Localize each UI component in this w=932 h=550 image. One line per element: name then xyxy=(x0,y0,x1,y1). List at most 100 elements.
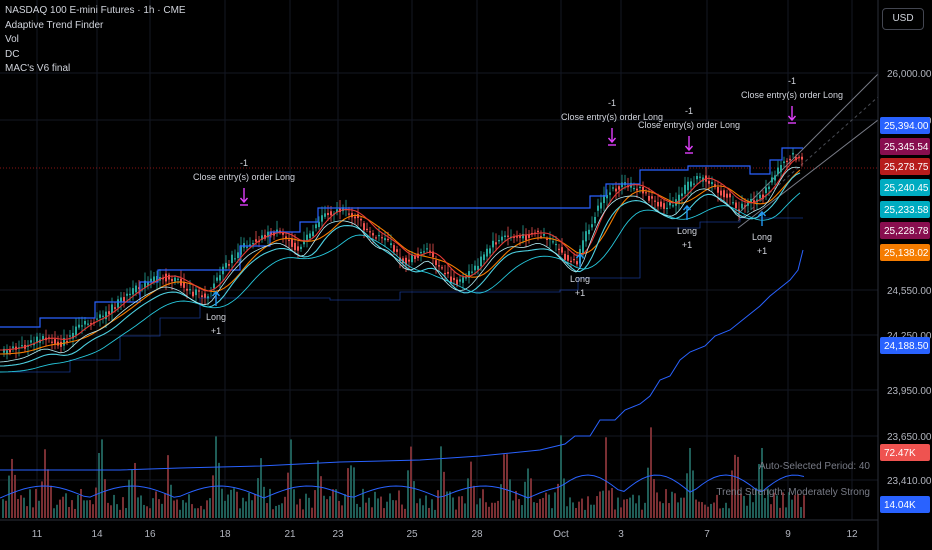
volume-bar xyxy=(338,500,340,518)
volume-bar xyxy=(692,470,694,518)
candle-body xyxy=(363,223,365,231)
volume-bar xyxy=(437,490,439,518)
close-arrow-head xyxy=(684,145,694,152)
candle xyxy=(525,228,527,248)
candle-body xyxy=(444,272,446,275)
indicator-vol[interactable]: Vol xyxy=(5,34,19,45)
candle xyxy=(396,245,398,256)
candle xyxy=(108,304,110,322)
volume-bar xyxy=(557,483,559,518)
volume-bar xyxy=(590,504,592,518)
volume-bar xyxy=(755,487,757,518)
close-entry-label: Close entry(s) order Long xyxy=(193,172,295,182)
volume-bar xyxy=(548,494,550,518)
indicator-macs-v6[interactable]: MAC's V6 final xyxy=(5,63,71,74)
candle-body xyxy=(498,240,500,242)
candle xyxy=(75,317,77,339)
candle-body xyxy=(729,193,731,198)
candle-body xyxy=(441,267,443,269)
volume-bar xyxy=(230,489,232,518)
volume-bar xyxy=(617,497,619,518)
volume-bar xyxy=(110,505,112,518)
candle xyxy=(732,195,734,206)
candle xyxy=(96,312,98,323)
candle-body xyxy=(489,248,491,254)
candle xyxy=(402,256,404,269)
volume-bar xyxy=(83,500,85,518)
candle-body xyxy=(654,200,656,202)
volume-bar xyxy=(686,473,688,518)
candle-body xyxy=(132,288,134,295)
currency-button[interactable]: USD xyxy=(882,8,924,30)
candle-body xyxy=(429,250,431,252)
candle-body xyxy=(648,195,650,201)
candle-body xyxy=(555,243,557,246)
candle xyxy=(618,182,620,198)
candle-body xyxy=(786,160,788,162)
volume-bar xyxy=(782,492,784,518)
volume-bar xyxy=(416,503,418,518)
candle xyxy=(279,227,281,235)
volume-bar xyxy=(494,502,496,518)
candle-body xyxy=(507,235,509,237)
candle-body xyxy=(597,205,599,211)
candle-body xyxy=(588,229,590,235)
candle-body xyxy=(561,247,563,253)
volume-bar xyxy=(410,446,412,518)
candle-body xyxy=(354,216,356,219)
volume-bar xyxy=(5,500,7,518)
volume-bar xyxy=(449,491,451,518)
volume-bar xyxy=(392,500,394,518)
candle xyxy=(132,280,134,301)
long-entry-label: Long xyxy=(677,226,697,236)
candle-body xyxy=(762,194,764,199)
candle-body xyxy=(330,211,332,216)
indicator-adaptive-trend-finder[interactable]: Adaptive Trend Finder xyxy=(5,19,104,31)
candle-body xyxy=(207,296,209,299)
candle-body xyxy=(558,248,560,250)
volume-bar xyxy=(161,503,163,518)
candle xyxy=(768,183,770,197)
volume-bar xyxy=(524,481,526,518)
candle xyxy=(594,212,596,227)
candle xyxy=(54,331,56,350)
candle xyxy=(303,231,305,248)
candle-body xyxy=(99,314,101,318)
candle xyxy=(474,260,476,276)
price-badge-bg xyxy=(880,222,930,239)
candle xyxy=(684,176,686,198)
volume-bar xyxy=(776,495,778,518)
volume-bar xyxy=(773,492,775,518)
price-badge-text: 25,345.54 xyxy=(884,142,929,153)
time-axis[interactable]: 11 14 16 18 21 23 25 28 Oct 3 7 9 12 xyxy=(32,529,858,540)
volume-bar xyxy=(131,469,133,518)
indicator-dc[interactable]: DC xyxy=(5,48,20,60)
candle xyxy=(366,222,368,233)
candle-body xyxy=(423,251,425,253)
candle-body xyxy=(708,180,710,184)
long-entry-label: Long xyxy=(570,274,590,284)
volume-bar xyxy=(377,498,379,518)
candle xyxy=(441,265,443,271)
price-badge-bg xyxy=(880,496,930,513)
candle-body xyxy=(573,259,575,261)
chart-legend: NASDAQ 100 E-mini Futures · 1h · CME Ada… xyxy=(5,4,186,77)
price-axis[interactable]: 26,000.0025,750.0024,550.0024,250.0023,9… xyxy=(880,69,932,513)
candle xyxy=(597,198,599,217)
volume-bar xyxy=(572,502,574,518)
volume-bar xyxy=(302,509,304,518)
candle-body xyxy=(378,235,380,237)
symbol-title[interactable]: NASDAQ 100 E-mini Futures · 1h · CME xyxy=(5,5,186,16)
long-arrow-head xyxy=(757,210,767,217)
price-badge-text: 25,138.02 xyxy=(884,248,929,259)
volume-bar xyxy=(560,435,562,518)
long-qty-label: +1 xyxy=(575,288,585,298)
long-entry-marker: Long +1 xyxy=(206,290,226,336)
candle xyxy=(99,310,101,327)
volume-bar xyxy=(500,484,502,518)
candle xyxy=(777,160,779,177)
time-tick-label: 11 xyxy=(32,529,43,540)
volume-bar xyxy=(311,507,313,518)
volume-bar xyxy=(596,496,598,518)
